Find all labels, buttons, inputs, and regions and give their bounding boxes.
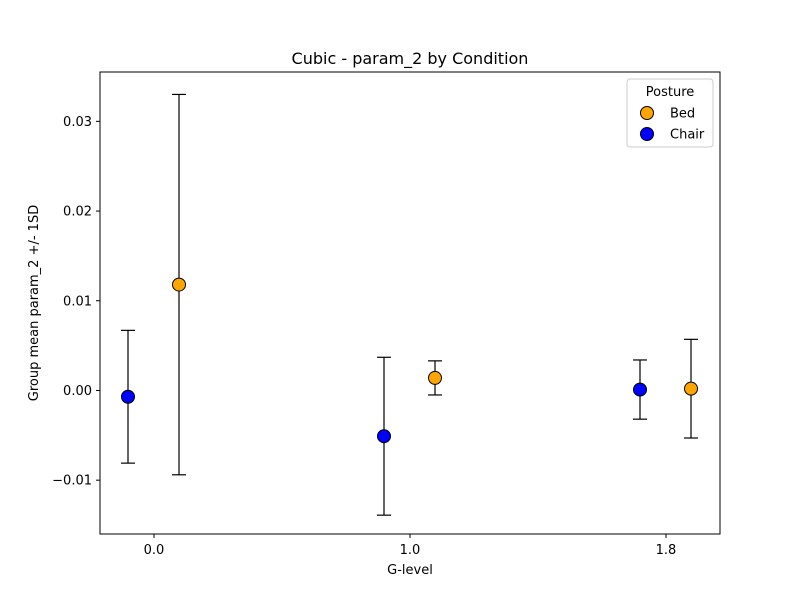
chart-title: Cubic - param_2 by Condition	[292, 49, 529, 69]
legend-marker-bed	[640, 106, 654, 120]
chair-point	[633, 382, 647, 397]
bed-point	[172, 277, 186, 292]
chair-point	[121, 389, 135, 404]
bed-point	[428, 370, 442, 385]
y-axis-label: Group mean param_2 +/- 1SD	[27, 205, 42, 401]
y-tick-label: 0.02	[63, 205, 92, 220]
x-tick-label: 0.0	[144, 543, 165, 558]
y-tick-label: −0.01	[52, 474, 92, 489]
data-points	[121, 277, 698, 444]
y-axis: −0.01 0.00 0.01 0.02 0.03	[52, 115, 100, 489]
y-tick-label: 0.03	[63, 115, 92, 130]
chair-point	[377, 429, 391, 444]
legend-entries: Bed Chair	[640, 106, 705, 143]
x-axis-label: G-level	[387, 563, 433, 578]
legend-title: Posture	[646, 85, 695, 100]
legend-label-chair: Chair	[670, 128, 705, 143]
legend-marker-chair	[640, 127, 654, 141]
legend-label-bed: Bed	[670, 107, 695, 122]
bed-point	[684, 381, 698, 396]
legend: Posture Bed Chair	[626, 78, 714, 148]
y-tick-label: 0.01	[63, 294, 92, 309]
y-tick-label: 0.00	[63, 384, 92, 399]
x-tick-label: 1.0	[400, 543, 421, 558]
x-tick-label: 1.8	[656, 543, 677, 558]
x-axis: 0.0 1.0 1.8	[144, 534, 677, 558]
